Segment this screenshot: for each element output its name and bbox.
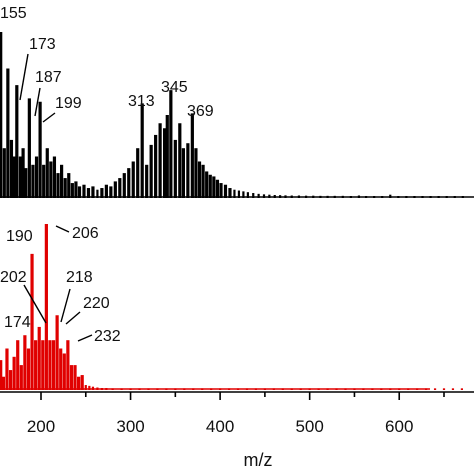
peak-label: 187 <box>35 69 62 86</box>
x-tick-label: 200 <box>27 417 55 436</box>
peak-label: 174 <box>4 314 31 331</box>
peak-label: 202 <box>0 269 27 286</box>
x-tick-label: 500 <box>295 417 323 436</box>
peak-label: 206 <box>72 225 99 242</box>
peak-label: 220 <box>83 295 110 312</box>
peak-label-leader <box>34 87 41 117</box>
peak-label-leader <box>23 284 47 324</box>
x-tick-label: 300 <box>116 417 144 436</box>
peak-label-leader <box>55 225 70 233</box>
peak-label-leader <box>60 288 71 323</box>
peak-label-leader <box>77 334 93 342</box>
x-axis-title: m/z <box>244 450 273 470</box>
peak-label: 155 <box>0 5 27 22</box>
peak-label: 232 <box>94 328 121 345</box>
peak-label-leader <box>65 311 81 325</box>
x-axis: 200 300 400 500 600 <box>0 391 474 436</box>
x-tick-label: 600 <box>385 417 413 436</box>
x-tick-label: 400 <box>206 417 234 436</box>
peak-label: 190 <box>6 228 33 245</box>
peak-label: 199 <box>55 95 82 112</box>
peak-label: 345 <box>161 79 188 96</box>
peak-label-leader <box>19 53 29 101</box>
peak-label: 369 <box>187 103 214 120</box>
peak-label: 218 <box>66 269 93 286</box>
peak-label: 313 <box>128 93 155 110</box>
peak-label-leader <box>42 112 56 123</box>
peak-label: 173 <box>29 36 56 53</box>
bottom-spectrum-panel: 174 190 202 206 218 220 232 <box>0 224 464 390</box>
